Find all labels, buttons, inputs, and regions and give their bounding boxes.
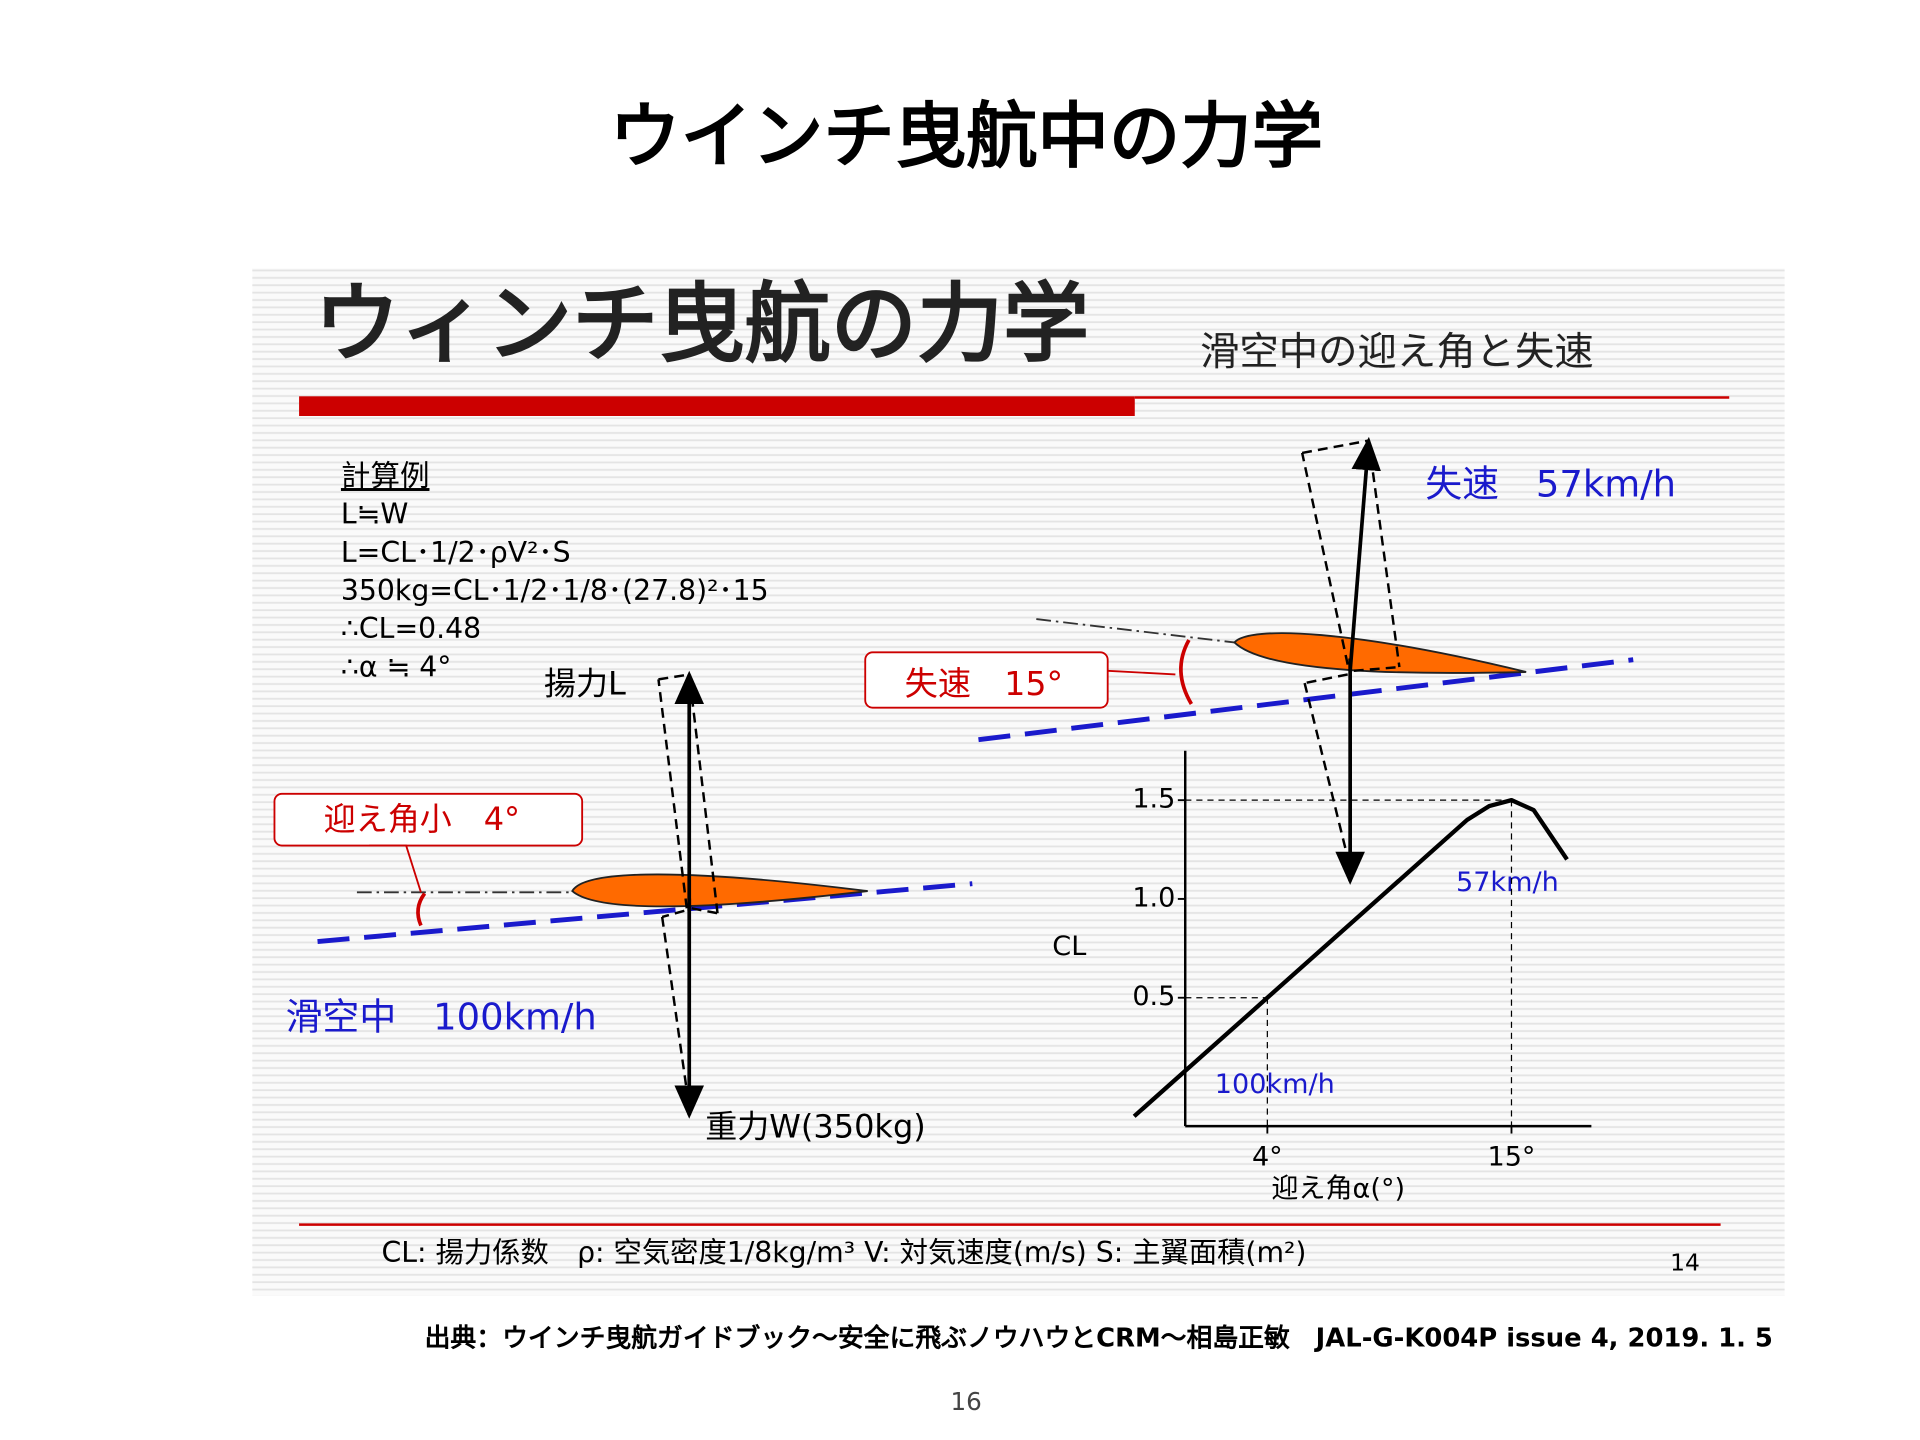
page-number: 16 (950, 1387, 981, 1416)
calc-line: L≒W (341, 498, 409, 531)
annotation: 57km/h (1456, 867, 1559, 898)
stall-speed-label: 失速 57km/h (1425, 463, 1676, 506)
calc-line: ∴CL=0.48 (341, 612, 481, 645)
title-bar (299, 396, 1135, 416)
y-tick-label: 1.5 (1132, 784, 1175, 815)
stall-angle-label: 失速 15° (905, 664, 1064, 703)
component-lines (657, 673, 719, 1108)
cl-chart: CL 迎え角α(°) 57km/h 100km/h 1.5 1.0 0.5 4° 15° (1052, 750, 1592, 1205)
component-lines (1300, 439, 1401, 868)
chord-ref (1036, 618, 1235, 644)
flight-path (978, 657, 1634, 743)
y-tick-label: 1.0 (1132, 882, 1175, 913)
source: 出典：ウインチ曳航ガイドブック〜安全に飛ぶノウハウとCRM〜相島正敏 JAL-G… (425, 1323, 1773, 1354)
figure-subtitle: 滑空中の迎え角と失速 (1200, 329, 1594, 375)
lift-label: 揚力L (544, 665, 626, 703)
x-tick-label: 4° (1252, 1142, 1283, 1173)
x-axis-label: 迎え角α(°) (1271, 1174, 1405, 1205)
airfoil (571, 873, 868, 908)
calc-line: L=CL･1/2･ρV²･S (341, 536, 571, 569)
calc-line: 350kg=CL･1/2･1/8･(27.8)²･15 (341, 574, 769, 607)
x-tick-label: 15° (1488, 1142, 1536, 1173)
figure-page: 14 (1670, 1248, 1700, 1276)
callout-pointer (369, 844, 422, 893)
y-axis-label: CL (1052, 931, 1086, 962)
figure-background (252, 268, 1785, 1297)
small-aoa-label: 迎え角小 4° (324, 800, 520, 838)
annotation: 100km/h (1215, 1069, 1335, 1100)
angle-arc (416, 892, 427, 927)
figure: ウィンチ曳航の力学 滑空中の迎え角と失速 計算例 L≒W L=CL･1/2･ρV²… (252, 268, 1785, 1297)
airfoil (1233, 632, 1527, 674)
angle-arc (1179, 639, 1193, 705)
weight-label: 重力W(350kg) (705, 1108, 926, 1146)
y-tick-label: 0.5 (1132, 981, 1175, 1012)
slide-title: ウインチ曳航中の力学 (609, 95, 1323, 178)
callout-box (864, 651, 1109, 709)
legend-line: CL: 揚力係数 ρ: 空気密度1/8kg/m³ V: 対気速度(m/s) S:… (382, 1236, 1307, 1269)
calc-heading: 計算例 (341, 459, 430, 493)
callout-pointer (1107, 669, 1176, 676)
cl-curve (1132, 797, 1569, 1118)
calc-lines: L≒W L=CL･1/2･ρV²･S 350kg=CL･1/2･1/8･(27.8)… (341, 498, 769, 684)
calc-line: ∴α ≒ 4° (341, 650, 452, 683)
flight-path (317, 881, 973, 944)
glide-label: 滑空中 100km/h (286, 996, 597, 1039)
lift-arrow (1348, 436, 1381, 671)
figure-title: ウィンチ曳航の力学 (314, 274, 1089, 374)
callout-box (273, 792, 584, 847)
